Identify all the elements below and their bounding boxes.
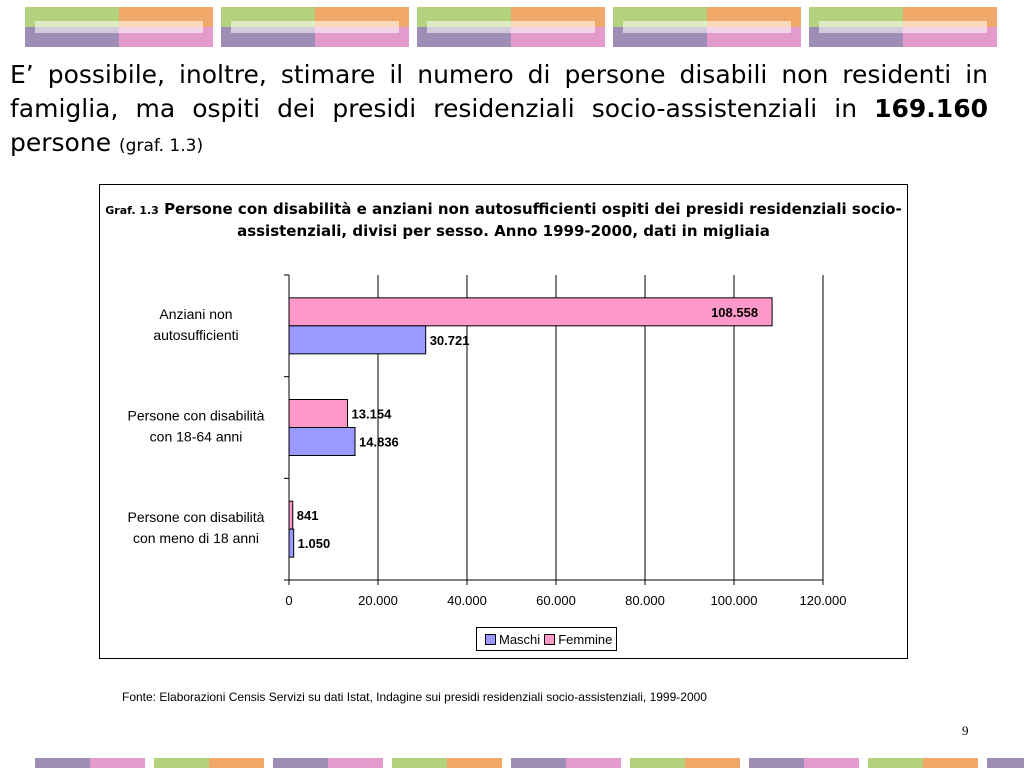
intro-chart-ref: (graf. 1.3) [119,136,204,156]
footer-decor-segment [804,758,859,768]
x-tick-label: 60.000 [536,593,576,608]
data-label: 13.154 [352,407,393,422]
legend-label-maschi: Maschi [499,631,541,647]
footer-decor-segment [154,758,209,768]
data-label: 108.558 [711,305,758,320]
footer-decor-segment [511,758,566,768]
header-decor-tile [613,7,801,47]
footer-decor-strip [0,758,1024,768]
chart-frame: Graf. 1.3 Persone con disabilità e anzia… [99,184,908,659]
x-tick-label: 20.000 [358,593,398,608]
legend-swatch-femmine [544,633,556,645]
bar-maschi-1 [288,427,356,456]
bar-maschi-0 [288,325,427,355]
intro-paragraph: E’ possibile, inoltre, stimare il numero… [10,58,988,163]
legend-item-femmine: Femmine [540,632,612,647]
category-label: con 18-64 anni [150,429,243,445]
footer-decor-segment [987,758,1024,768]
source-note: Fonte: Elaborazioni Censis Servizi su da… [122,690,707,704]
chart-title: Graf. 1.3 Persone con disabilità e anzia… [100,199,907,242]
data-label: 14.836 [359,435,399,450]
data-label: 841 [297,508,319,523]
intro-text: E’ possibile, inoltre, stimare il numero… [10,60,988,123]
data-label: 1.050 [298,536,331,551]
header-decor-tile [221,7,409,47]
footer-decor-segment [566,758,621,768]
x-tick-label: 100.000 [711,593,758,608]
category-label: Persone con disabilità [128,408,265,424]
intro-highlight-number: 169.160 [874,94,988,123]
header-decor-tile [809,7,997,47]
bar-femmine-1 [288,399,349,428]
bar-maschi-2 [288,528,295,558]
footer-decor-segment [447,758,502,768]
chart-title-prefix: Graf. 1.3 [105,204,159,217]
header-decor-banner [0,7,1024,47]
footer-decor-segment [273,758,328,768]
bar-femmine-2 [288,500,294,530]
header-decor-tile [417,7,605,47]
chart-legend: Maschi Femmine [476,627,618,651]
footer-decor-segment [868,758,923,768]
footer-decor-segment [90,758,145,768]
footer-decor-segment [630,758,685,768]
x-tick-label: 120.000 [800,593,847,608]
footer-decor-segment [749,758,804,768]
category-label: Persone con disabilità [128,509,265,525]
legend-swatch-maschi [485,633,496,645]
data-label: 30.721 [430,333,470,348]
bar-femmine-0 [288,297,773,327]
footer-decor-segment [923,758,978,768]
footer-decor-segment [392,758,447,768]
chart-title-main: Persone con disabilità e anziani non aut… [164,200,902,240]
footer-decor-segment [209,758,264,768]
page-number: 9 [962,723,969,738]
header-decor-tile [25,7,213,47]
category-label: autosufficienti [153,327,238,343]
bar-chart: 0 20.000 40.000 60.000 80.000 100.000 120.000 1… [128,274,847,608]
legend-label-femmine: Femmine [558,631,613,647]
intro-text-after: persone [10,128,120,157]
category-label: Anziani non [159,306,232,322]
x-tick-label: 80.000 [625,593,665,608]
footer-decor-segment [35,758,90,768]
category-label: con meno di 18 anni [133,530,259,546]
x-tick-label: 0 [285,593,292,608]
legend-item-maschi: Maschi [481,632,540,647]
footer-decor-segment [685,758,740,768]
footer-decor-segment [328,758,383,768]
x-tick-label: 40.000 [447,593,487,608]
